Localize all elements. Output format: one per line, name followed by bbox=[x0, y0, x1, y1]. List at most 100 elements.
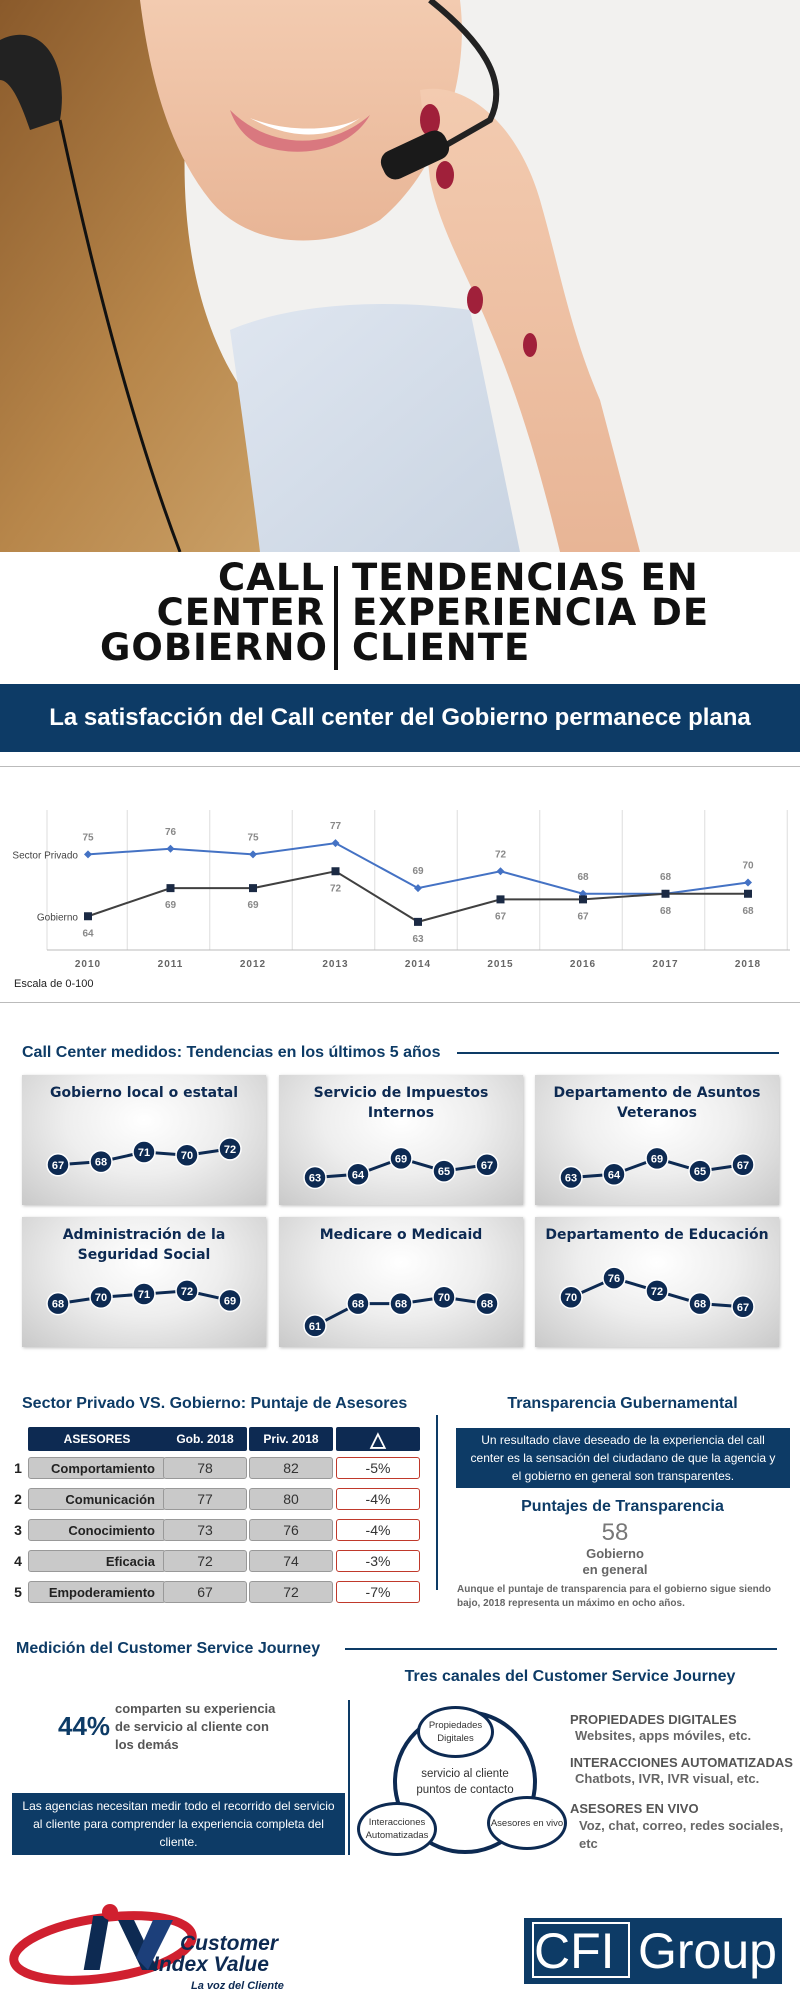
heading-rule bbox=[457, 1052, 779, 1054]
transparency-note: Aunque el puntaje de transparencia para … bbox=[457, 1584, 771, 1609]
x-tick-label: 2010 bbox=[75, 959, 101, 970]
trend-point bbox=[346, 1162, 370, 1187]
data-label: 67 bbox=[495, 911, 507, 922]
data-point bbox=[414, 884, 422, 893]
delta-value: -5% bbox=[336, 1457, 420, 1479]
trend-sparkline: 61 68 68 70 68 bbox=[303, 1285, 499, 1338]
gov-score: 73 bbox=[163, 1519, 247, 1541]
trend-point bbox=[602, 1266, 626, 1290]
trend-point bbox=[175, 1279, 199, 1303]
trend-point bbox=[475, 1153, 499, 1177]
channel-title: INTERACCIONES AUTOMATIZADAS bbox=[570, 1755, 793, 1770]
trend-card-title: Medicare o Medicaid bbox=[319, 1227, 483, 1243]
circle-asesores-en-vivo: Asesores en vivo bbox=[487, 1796, 567, 1850]
trend-point bbox=[389, 1291, 413, 1316]
data-point bbox=[249, 850, 257, 859]
title-line: CENTER bbox=[156, 591, 325, 634]
circle-propiedades-digitales: Propiedades Digitales bbox=[417, 1706, 494, 1758]
data-point bbox=[414, 917, 422, 926]
trend-point bbox=[688, 1291, 712, 1316]
trend-sparkline: 63 64 69 65 67 bbox=[559, 1146, 755, 1190]
row-number: 3 bbox=[14, 1522, 22, 1538]
banner-headline: La satisfacción del Call center del Gobi… bbox=[0, 684, 800, 752]
trend-value: 69 bbox=[224, 1295, 236, 1307]
trend-value: 68 bbox=[52, 1299, 64, 1311]
data-label: 63 bbox=[412, 934, 424, 945]
trend-card-title: Departamento de Asuntos Veteranos bbox=[553, 1085, 761, 1121]
x-tick-label: 2012 bbox=[240, 959, 266, 970]
trend-point bbox=[475, 1291, 499, 1316]
trend-card-title: Departamento de Educación bbox=[545, 1227, 769, 1243]
transparency-score: 58 bbox=[601, 1519, 629, 1546]
channel-title: ASESORES EN VIVO bbox=[570, 1801, 699, 1816]
trend-card-title: Servicio de Impuestos Internos bbox=[313, 1085, 489, 1121]
civ-line2: Index Value bbox=[153, 1953, 269, 1976]
row-label: Comunicación bbox=[28, 1488, 166, 1510]
transparency-box: Un resultado clave deseado de la experie… bbox=[456, 1428, 790, 1488]
trend-value: 67 bbox=[481, 1160, 493, 1172]
cfi-text: CFI bbox=[534, 1923, 615, 1979]
channel-sub: Websites, apps móviles, etc. bbox=[575, 1728, 752, 1743]
trend-point bbox=[731, 1295, 755, 1319]
private-score: 72 bbox=[249, 1581, 333, 1603]
trend-value: 76 bbox=[608, 1273, 620, 1285]
title-line: GOBIERNO bbox=[100, 626, 328, 669]
private-score: 76 bbox=[249, 1519, 333, 1541]
satisfaction-line-chart: 2010 2011 2012 2013 2014 2015 2016 2017 2018 75 76… bbox=[12, 810, 790, 970]
x-tick-label: 2011 bbox=[158, 959, 184, 970]
x-tick-label: 2016 bbox=[570, 959, 596, 970]
trend-point bbox=[389, 1146, 413, 1171]
trend-value: 67 bbox=[737, 1160, 749, 1172]
data-label: 64 bbox=[82, 928, 94, 939]
private-score: 74 bbox=[249, 1550, 333, 1572]
data-label: 72 bbox=[330, 883, 342, 894]
row-label: Conocimiento bbox=[28, 1519, 166, 1541]
trend-card-title: Gobierno local o estatal bbox=[49, 1085, 239, 1101]
trend-value: 71 bbox=[138, 1289, 150, 1301]
title-line: TENDENCIAS EN bbox=[352, 556, 699, 599]
delta-value: -4% bbox=[336, 1488, 420, 1510]
row-label: Comportamiento bbox=[28, 1457, 166, 1479]
row-number: 4 bbox=[14, 1553, 22, 1569]
trend-value: 64 bbox=[608, 1169, 621, 1181]
trend-value: 72 bbox=[224, 1144, 236, 1156]
col-header-gob: Gob. 2018 bbox=[163, 1427, 247, 1451]
trend-card: Servicio de Impuestos Internos 63 64 69 65 67 bbox=[279, 1075, 523, 1205]
trend-card: Administración de la Seguridad Social 68 7… bbox=[22, 1217, 266, 1347]
data-label: 67 bbox=[577, 911, 589, 922]
trend-point bbox=[731, 1153, 755, 1177]
civ-line1: Customer bbox=[180, 1932, 279, 1955]
channel-sub: Voz, chat, correo, redes sociales, etc bbox=[579, 1818, 784, 1851]
circle-interacciones-automatizadas: Interacciones Automatizadas bbox=[357, 1802, 437, 1856]
trend-value: 68 bbox=[395, 1299, 407, 1311]
trend-point bbox=[132, 1282, 156, 1306]
journey-stat-text: comparten su experiencia de servicio al … bbox=[115, 1701, 276, 1752]
trend-value: 65 bbox=[694, 1166, 706, 1178]
row-number: 5 bbox=[14, 1584, 22, 1600]
trend-card: Departamento de Asuntos Veteranos 63 64 69 6… bbox=[535, 1075, 779, 1205]
data-label: 69 bbox=[412, 866, 424, 877]
series-line-government bbox=[87, 870, 748, 923]
data-label: 68 bbox=[660, 906, 672, 917]
data-label: 68 bbox=[577, 872, 589, 883]
private-score: 80 bbox=[249, 1488, 333, 1510]
trend-value: 68 bbox=[95, 1157, 107, 1169]
trend-point bbox=[432, 1285, 456, 1309]
data-label: 69 bbox=[165, 900, 177, 911]
trend-point bbox=[303, 1314, 327, 1338]
data-point bbox=[496, 867, 505, 876]
trend-value: 68 bbox=[694, 1299, 706, 1311]
trend-sparkline: 63 64 69 65 67 bbox=[303, 1146, 499, 1190]
col-header-asesores: ASESORES bbox=[28, 1427, 166, 1451]
delta-value: -3% bbox=[336, 1550, 420, 1572]
advisors-heading: Sector Privado VS. Gobierno: Puntaje de … bbox=[22, 1395, 408, 1412]
data-point bbox=[744, 878, 752, 887]
trend-value: 71 bbox=[138, 1147, 150, 1159]
data-point bbox=[84, 850, 92, 859]
section-divider bbox=[436, 1415, 438, 1590]
title-divider bbox=[334, 566, 338, 670]
trend-value: 67 bbox=[737, 1302, 749, 1314]
gov-score: 67 bbox=[163, 1581, 247, 1603]
trend-value: 72 bbox=[651, 1286, 663, 1298]
trend-point bbox=[346, 1291, 370, 1316]
